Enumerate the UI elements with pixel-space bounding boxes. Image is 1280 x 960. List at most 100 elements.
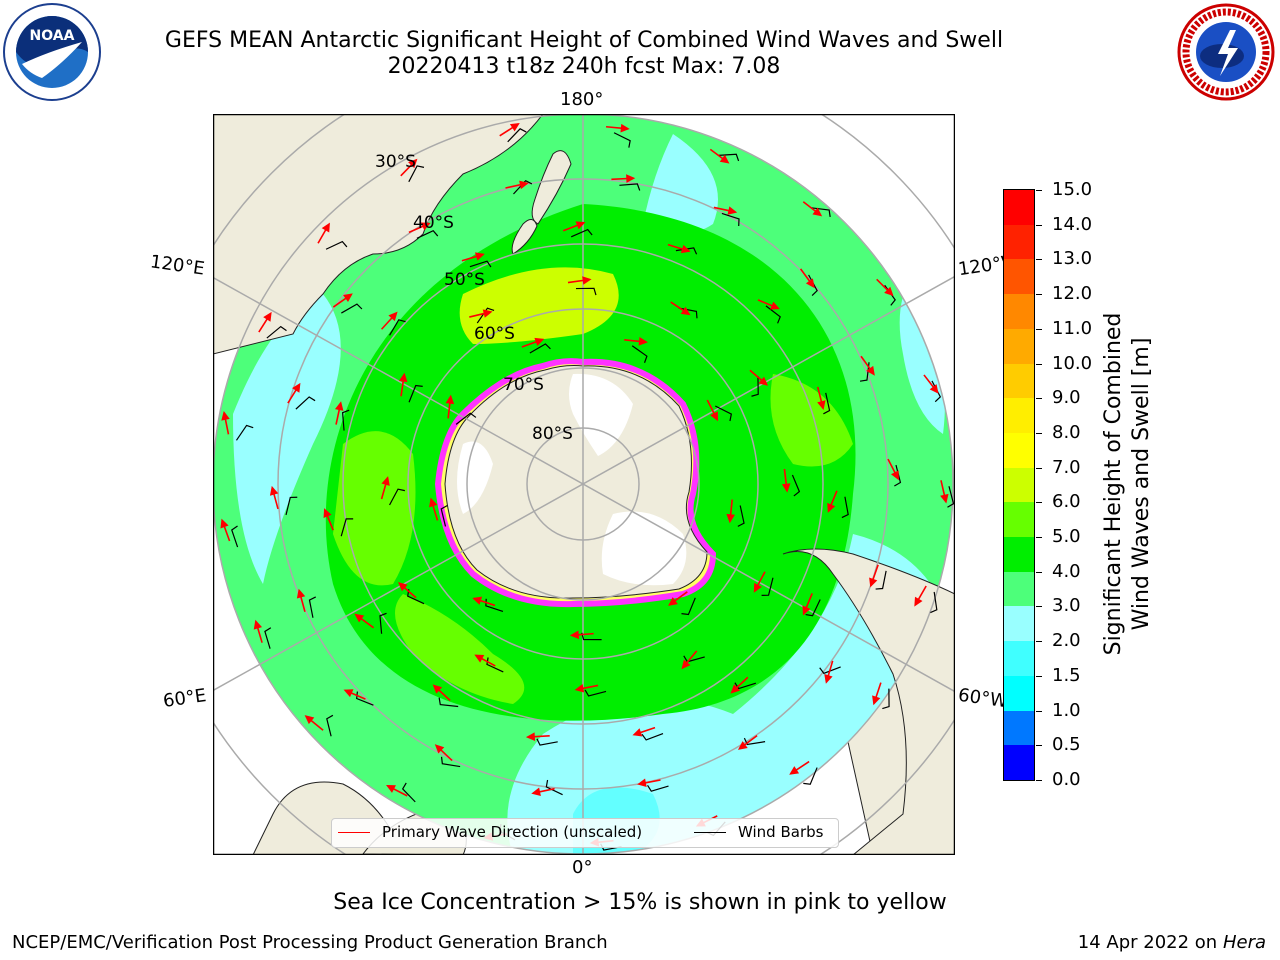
wave-direction-arrowhead	[770, 301, 780, 310]
wind-barb	[438, 697, 459, 708]
wave-direction-arrowhead	[321, 222, 330, 233]
wave-direction-arrowhead	[817, 400, 826, 411]
wind-barb	[408, 165, 425, 183]
wave-direction-arrowhead	[354, 613, 365, 623]
wave-direction-arrowhead	[398, 582, 408, 592]
wave-direction-arrowhead	[758, 376, 769, 386]
wave-direction-arrowhead	[632, 728, 643, 737]
wave-direction-arrowhead	[474, 252, 485, 261]
colorbar-tick-label: 0.0	[1052, 769, 1081, 790]
colorbar-tick-mark	[1036, 363, 1042, 365]
wind-barb	[930, 591, 938, 614]
colorbar-tick-mark	[1036, 675, 1042, 677]
wind-barb	[389, 488, 405, 506]
wind-barb	[295, 396, 316, 410]
lat-label-50s: 50°S	[444, 270, 485, 290]
wind-barb	[751, 376, 759, 397]
wind-barb	[859, 362, 870, 382]
wave-direction-arrowhead	[519, 180, 529, 190]
colorbar-label-line2: Wind Waves and Swell [m]	[1129, 337, 1154, 631]
wave-direction-arrowhead	[929, 384, 939, 394]
wind-barb	[507, 128, 527, 143]
wind-barb	[408, 384, 423, 403]
wave-direction-arrowhead	[343, 689, 354, 698]
wind-barbs-label: Wind Barbs	[738, 823, 824, 841]
colorbar-tick-mark	[1036, 432, 1042, 434]
wind-barb	[440, 505, 448, 527]
wind-barb	[584, 689, 607, 697]
lat-label-40s: 40°S	[413, 213, 454, 233]
lon-label-120e: 120°E	[148, 251, 206, 280]
wave-direction-arrowhead	[726, 513, 735, 524]
colorbar-segment	[1004, 432, 1034, 468]
wave-direction-arrowhead	[727, 206, 738, 215]
wind-barb	[803, 767, 818, 785]
wave-direction-arrowhead	[789, 766, 800, 775]
colorbar-tick-label: 0.5	[1052, 734, 1081, 756]
colorbar-tick-mark	[1036, 190, 1042, 191]
wave-direction-arrowhead	[730, 684, 740, 694]
wave-direction-arrowhead	[509, 122, 520, 132]
colorbar-segment	[1004, 224, 1034, 260]
wave-direction-arrowhead	[420, 222, 431, 231]
colorbar-tick-label: 15.0	[1052, 179, 1093, 200]
wave-direction-arrowhead	[940, 493, 949, 504]
wave-direction-arrowhead	[737, 741, 748, 750]
wave-direction-arrowhead	[408, 158, 418, 169]
colorbar-tick-label: 4.0	[1052, 560, 1081, 582]
wave-direction-arrowhead	[296, 588, 306, 599]
colorbar-segment	[1004, 710, 1034, 746]
wind-barb	[721, 212, 740, 226]
colorbar-segment	[1004, 571, 1034, 607]
wind-barb	[401, 782, 416, 803]
colorbar-label-line1: Significant Height of Combined	[1101, 312, 1126, 656]
nws-logo	[1177, 3, 1275, 101]
colorbar-tick-mark	[1036, 224, 1042, 226]
colorbar-segment	[1004, 537, 1034, 572]
map-title: GEFS MEAN Antarctic Significant Height o…	[164, 28, 1004, 53]
wind-barb	[486, 657, 504, 673]
wind-barb	[356, 691, 374, 706]
colorbar-tick-label: 7.0	[1052, 456, 1081, 478]
wind-barb	[341, 409, 350, 431]
lon-label-60w: 60°W	[956, 684, 1009, 713]
wave-direction-arrowhead	[680, 244, 691, 254]
wind-barb	[875, 570, 887, 590]
wave-direction-arrowhead	[582, 276, 592, 285]
wave-direction-arrowhead	[432, 684, 443, 694]
wind-barb	[715, 405, 733, 422]
wave-direction-arrowhead	[445, 394, 455, 405]
lon-label-0: 0°	[572, 857, 593, 878]
lat-label-30s: 30°S	[375, 152, 416, 172]
wave-direction-arrowhead	[710, 411, 719, 422]
wave-direction-arrowhead	[869, 577, 878, 588]
wave-direction-arrowhead	[398, 372, 408, 383]
wind-barb	[266, 325, 287, 339]
wave-direction-arrowhead	[388, 311, 398, 322]
colorbar-tick-mark	[1036, 780, 1042, 781]
colorbar-tick-mark	[1036, 398, 1042, 400]
wave-direction-arrowhead	[323, 508, 332, 519]
wave-direction-arrowhead	[569, 630, 580, 640]
lon-label-180: 180°	[560, 89, 604, 110]
noaa-logo: NOAA	[3, 3, 101, 101]
wave-direction-arrowhead	[269, 485, 279, 496]
wave-direction-arrowhead	[386, 784, 396, 793]
colorbar-segment	[1004, 675, 1034, 711]
wave-direction-arrowhead	[434, 744, 445, 754]
colorbar-segment	[1004, 606, 1034, 642]
wind-barbs-swatch	[694, 832, 726, 833]
wave-direction-arrowhead	[827, 502, 836, 513]
colorbar-segment	[1004, 190, 1034, 225]
colorbar-segment	[1004, 641, 1034, 676]
wind-barb	[308, 596, 317, 618]
wind-barb	[737, 505, 745, 527]
footer-machine: Hera	[1222, 932, 1266, 953]
antarctic-map	[213, 114, 955, 855]
wind-barb	[718, 153, 740, 162]
wind-barb	[389, 319, 406, 336]
wave-direction-arrowhead	[429, 497, 438, 508]
wave-direction-arrowhead	[884, 286, 894, 297]
colorbar-tick-mark	[1036, 537, 1042, 539]
colorbar-tick-mark	[1036, 294, 1042, 296]
